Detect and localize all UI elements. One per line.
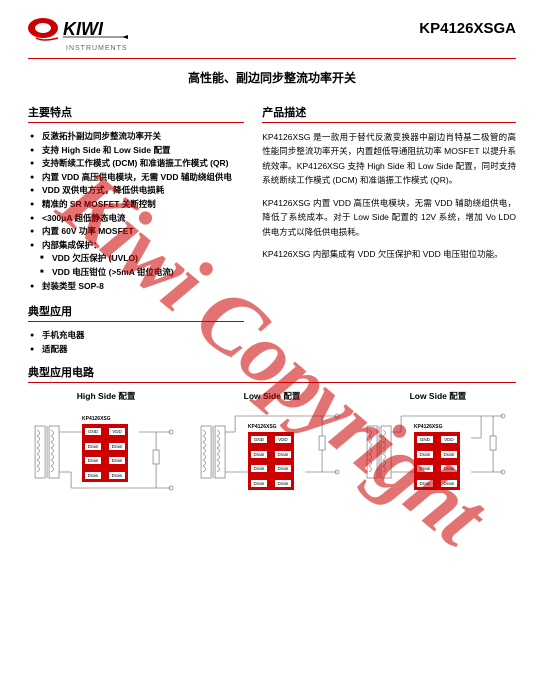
part-number: KP4126XSGA [419,20,516,37]
app-item: 适配器 [30,343,244,357]
circuit-title: Low Side 配置 [360,390,516,402]
desc-p3: KP4126XSG 内部集成有 VDD 欠压保护和 VDD 电压钳位功能。 [262,247,516,261]
feature-item: 封装类型 SOP-8 [30,280,244,294]
circuit-diagram: KP4126XSG GNDVDD DrainDrain DrainDrain D… [194,408,350,500]
circuit-diagram: KP4126XSG GNDVDD DrainDrain DrainDrain D… [360,408,516,500]
feature-item: VDD 双供电方式，降低供电损耗 [30,184,244,198]
circuit-lowside-2: Low Side 配置 [360,390,516,500]
chip-icon: KP4126XSG GNDVDD DrainDrain DrainDrain D… [414,432,460,490]
desc-heading: 产品描述 [262,104,516,123]
feature-item: <300μA 超低静态电流 [30,212,244,226]
feature-item: 反激拓扑副边同步整流功率开关 [30,130,244,144]
features-list: 反激拓扑副边同步整流功率开关 支持 High Side 和 Low Side 配… [28,130,244,252]
desc-p1: KP4126XSG 是一款用于替代反激变换器中副边肖特基二极管的高性能同步整流功… [262,130,516,188]
desc-p2: KP4126XSG 内置 VDD 高压供电模块，无需 VDD 辅助绕组供电，降低… [262,196,516,239]
description: KP4126XSG 是一款用于替代反激变换器中副边肖特基二极管的高性能同步整流功… [262,130,516,262]
app-list: 手机充电器 适配器 [28,329,244,356]
circuit-diagram: KP4126XSG GNDVDD DrainDrain DrainDrain D… [28,408,184,500]
feature-item: 精准的 SR MOSFET 关断控制 [30,198,244,212]
circuit-title: Low Side 配置 [194,390,350,402]
chip-icon: KP4126XSG GNDVDD DrainDrain DrainDrain D… [248,432,294,490]
app-item: 手机充电器 [30,329,244,343]
logo-subtitle: INSTRUMENTS [66,45,148,52]
header: KIWI INSTRUMENTS KP4126XSGA [28,18,516,56]
logo: KIWI INSTRUMENTS [28,18,148,56]
feature-item: 支持断续工作模式 (DCM) 和准谐振工作模式 (QR) [30,157,244,171]
chip-label: KP4126XSG [82,416,111,422]
header-rule [28,58,516,59]
chip-icon: KP4126XSG GNDVDD DrainDrain DrainDrain D… [82,424,128,482]
circuit-heading: 典型应用电路 [28,364,516,383]
page-title: 高性能、副边同步整流功率开关 [28,69,516,86]
chip-label: KP4126XSG [414,424,443,430]
feature-item: 内部集成保护： [30,239,244,253]
app-heading: 典型应用 [28,303,244,322]
feature-item: 内置 VDD 高压供电模块，无需 VDD 辅助绕组供电 [30,171,244,185]
kiwi-logo-icon: KIWI [28,18,148,42]
features-heading: 主要特点 [28,104,244,123]
svg-text:KIWI: KIWI [63,19,104,39]
feature-item: 支持 High Side 和 Low Side 配置 [30,144,244,158]
features-sublist: VDD 欠压保护 (UVLO) VDD 电压钳位 (>5mA 钳位电流) [28,252,244,279]
circuit-title: High Side 配置 [28,390,184,402]
circuit-lowside-1: Low Side 配置 [194,390,350,500]
feature-sub-item: VDD 电压钳位 (>5mA 钳位电流) [40,266,244,280]
features-list-2: 封装类型 SOP-8 [28,280,244,294]
circuit-highside: High Side 配置 [28,390,184,500]
feature-sub-item: VDD 欠压保护 (UVLO) [40,252,244,266]
chip-label: KP4126XSG [248,424,277,430]
circuit-row: High Side 配置 [28,390,516,500]
feature-item: 内置 60V 功率 MOSFET [30,225,244,239]
